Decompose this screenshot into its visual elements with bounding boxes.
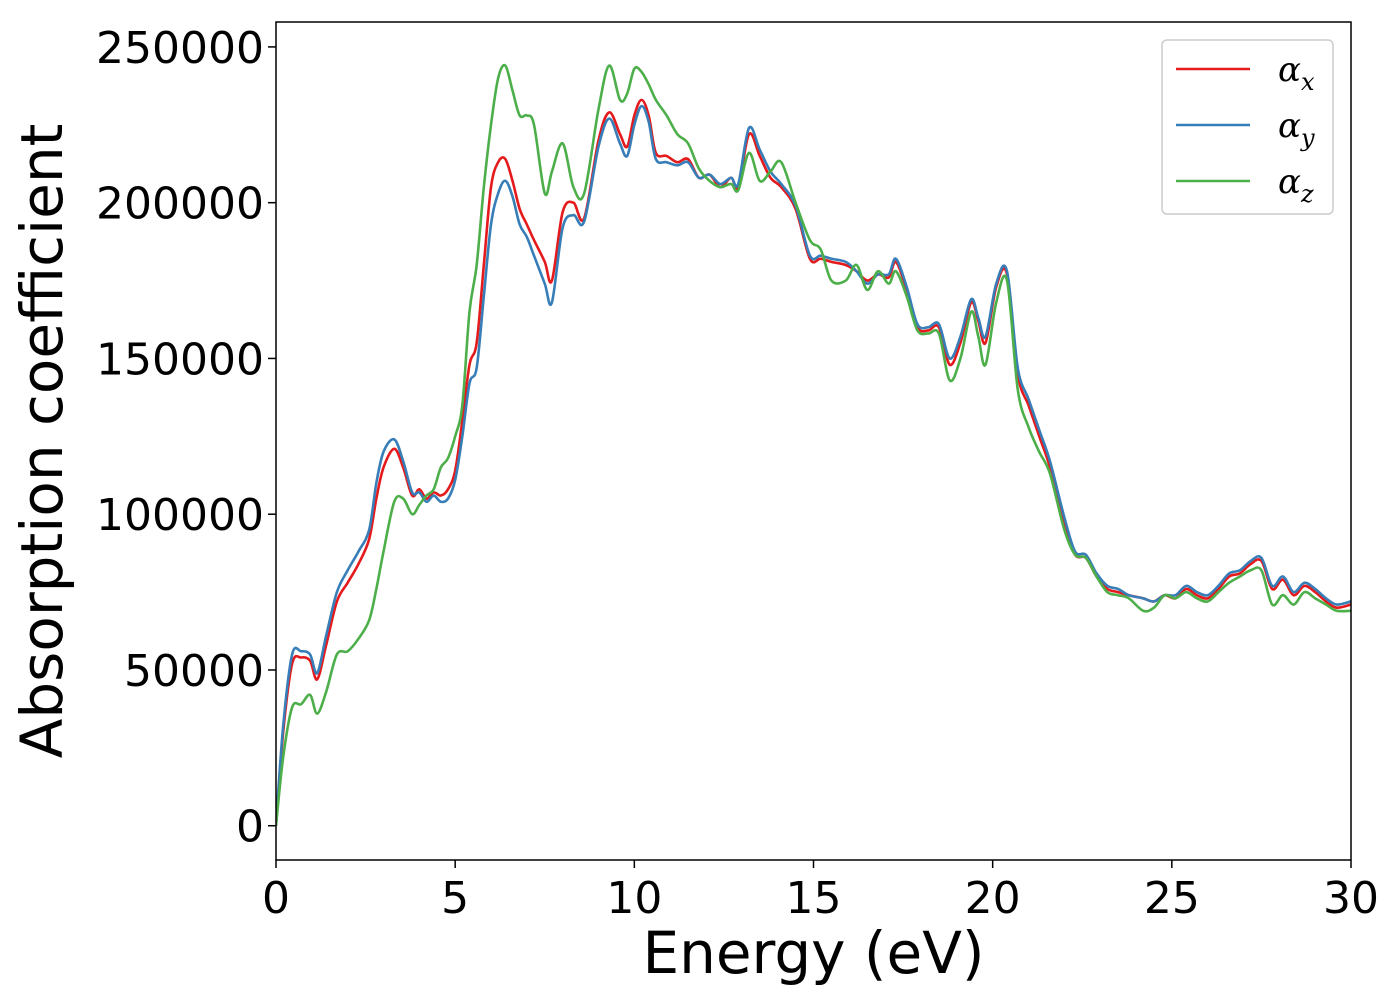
series-line-z [276,63,1351,826]
x-tick-label: 30 [1323,873,1379,924]
y-tick-label: 0 [236,802,264,853]
x-tick-label: 10 [606,873,662,924]
x-tick-label: 25 [1144,873,1200,924]
plot-lines [276,63,1351,826]
y-axis-ticks: 0 50000 100000 150000 200000 250000 [96,23,276,853]
legend-box [1161,39,1334,215]
x-axis-label: Energy (eV) [642,919,984,987]
y-tick-label: 150000 [96,334,264,385]
x-axis-ticks: 0 5 10 15 20 25 30 [262,860,1379,924]
y-tick-label: 100000 [96,490,264,541]
y-tick-label: 50000 [124,646,264,697]
y-axis-label: Absorption coefficient [8,124,76,759]
y-tick-label: 200000 [96,179,264,230]
y-tick-label: 250000 [96,23,264,74]
series-line-y [276,104,1351,826]
x-tick-label: 20 [965,873,1021,924]
x-tick-label: 0 [262,873,290,924]
x-tick-label: 15 [786,873,842,924]
x-tick-label: 5 [441,873,469,924]
